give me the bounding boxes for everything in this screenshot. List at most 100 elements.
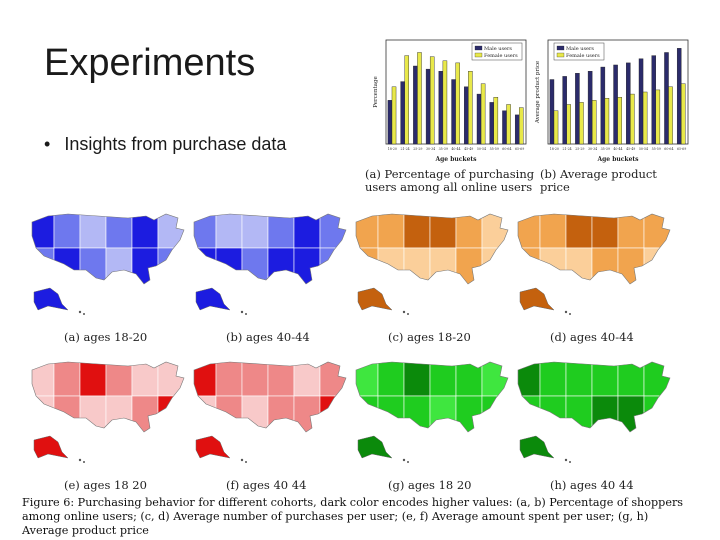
x-tick-label: 35-39 xyxy=(601,147,610,151)
state-region xyxy=(157,214,184,249)
state-region xyxy=(591,395,619,432)
x-axis-label: Age buckets xyxy=(434,156,477,163)
x-tick-label: 45-49 xyxy=(464,147,473,151)
hawaii-island xyxy=(564,458,568,462)
x-tick-label: 25-29 xyxy=(575,147,584,151)
bar-male-users-2 xyxy=(413,65,418,145)
state-region xyxy=(565,214,593,249)
state-region xyxy=(429,395,457,432)
legend-label: Female users xyxy=(566,53,600,59)
state-region xyxy=(403,362,431,397)
bar-female-users-1 xyxy=(404,55,409,145)
map-caption: (e) ages 18 20 xyxy=(64,478,147,492)
x-tick-label: 21-24 xyxy=(562,147,571,151)
state-region xyxy=(377,362,405,397)
state-region xyxy=(215,214,243,249)
state-region xyxy=(565,395,593,432)
state-region xyxy=(429,214,457,249)
bar-male-users-9 xyxy=(664,52,669,145)
hawaii-island xyxy=(83,313,85,315)
us-map-svg xyxy=(193,361,347,463)
state-region xyxy=(157,247,184,284)
bar-male-users-5 xyxy=(613,64,618,145)
x-tick-label: 18-20 xyxy=(550,147,559,151)
state-region xyxy=(241,395,269,432)
bar-female-users-6 xyxy=(630,93,635,145)
map-states xyxy=(518,214,670,284)
legend-label: Female users xyxy=(484,53,518,59)
bar-male-users-7 xyxy=(638,58,644,145)
state-region xyxy=(157,395,184,432)
bar-female-users-3 xyxy=(429,56,435,145)
x-tick-label: 45-49 xyxy=(626,147,635,151)
map-outline xyxy=(355,213,509,285)
state-region xyxy=(79,362,107,397)
map-outline xyxy=(193,361,347,433)
state-region xyxy=(319,214,346,249)
map-caption: (b) ages 40-44 xyxy=(226,330,310,344)
bar-female-users-8 xyxy=(493,97,499,145)
state-region xyxy=(241,214,269,249)
state-region xyxy=(643,247,670,284)
state-region xyxy=(131,247,159,284)
state-region xyxy=(617,395,645,432)
bar-male-users-1 xyxy=(562,76,567,145)
bullet-text: Insights from purchase data xyxy=(64,134,287,154)
bar-female-users-8 xyxy=(655,89,661,145)
us-map-svg xyxy=(355,361,509,463)
us-map-svg xyxy=(517,213,671,315)
map-outline xyxy=(517,361,671,433)
x-tick-label: 50-54 xyxy=(477,147,486,151)
state-region xyxy=(53,214,81,249)
state-region xyxy=(319,362,346,397)
state-region xyxy=(429,247,457,284)
bullet-item: • Insights from purchase data xyxy=(44,134,286,155)
bar-male-users-4 xyxy=(438,71,444,145)
bar-male-users-9 xyxy=(502,110,507,145)
state-region xyxy=(481,247,508,284)
bar-female-users-9 xyxy=(668,86,673,145)
state-region xyxy=(293,247,321,284)
state-region xyxy=(267,247,295,284)
map-caption: (f) ages 40 44 xyxy=(226,478,307,492)
x-tick-label: 60-64 xyxy=(664,147,673,151)
state-region xyxy=(105,395,133,432)
alaska-region xyxy=(33,435,69,459)
x-tick-label: 30-34 xyxy=(588,147,597,151)
bar-male-users-0 xyxy=(387,100,393,145)
bar-female-users-3 xyxy=(591,100,597,145)
slide-title: Experiments xyxy=(44,42,256,84)
state-region xyxy=(403,395,431,432)
hawaii-island xyxy=(240,310,244,314)
bar-male-users-4 xyxy=(600,66,606,145)
hawaii-island xyxy=(564,310,568,314)
legend-box xyxy=(471,42,523,61)
map-states xyxy=(32,362,184,432)
x-tick-label: 65-69 xyxy=(677,147,686,151)
bar-female-users-2 xyxy=(417,52,422,145)
state-region xyxy=(539,362,567,397)
bar-female-users-5 xyxy=(617,97,622,145)
state-region xyxy=(643,362,670,397)
map-outline xyxy=(193,213,347,285)
x-tick-label: 60-64 xyxy=(502,147,511,151)
us-map-svg xyxy=(355,213,509,315)
us-map xyxy=(190,356,350,473)
alaska-region xyxy=(195,435,231,459)
state-region xyxy=(481,395,508,432)
us-map-svg xyxy=(517,361,671,463)
state-region xyxy=(105,362,133,397)
bar-female-users-2 xyxy=(579,102,584,145)
state-region xyxy=(617,247,645,284)
bar-male-users-3 xyxy=(587,71,593,145)
legend-box xyxy=(553,42,605,61)
state-region xyxy=(377,214,405,249)
x-tick-label: 40-44 xyxy=(451,147,460,151)
state-region xyxy=(79,395,107,432)
chart-b-svg: 18-20 21-24 25-29 30-34 35-39 40-44 45-49 50-54… xyxy=(535,39,689,163)
bar-female-users-0 xyxy=(391,86,397,145)
state-region xyxy=(643,395,670,432)
us-map xyxy=(514,356,674,473)
bar-male-users-6 xyxy=(464,86,469,145)
y-axis-label: Percentage xyxy=(373,76,379,107)
